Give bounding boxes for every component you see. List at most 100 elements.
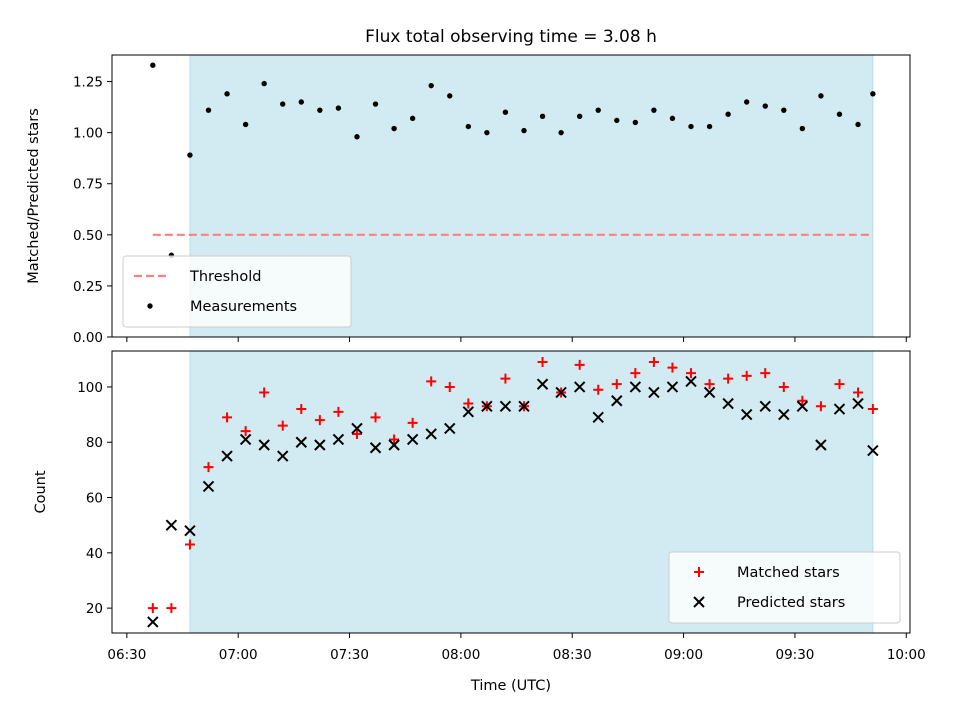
measurement-point [465, 123, 472, 130]
measurement-point [870, 91, 876, 97]
predicted-star-point [573, 381, 586, 393]
predicted-star-point [332, 433, 345, 446]
measurement-point [836, 111, 843, 117]
matched-star-point [853, 387, 864, 398]
matched-star-point [741, 370, 752, 381]
matched-star-point [240, 426, 251, 437]
measurement-point [799, 125, 806, 132]
x-tick-label: 07:30 [330, 647, 369, 663]
measurement-point [651, 107, 657, 113]
bottom-y-tick-label: 80 [86, 435, 103, 451]
matched-star-point [463, 398, 474, 409]
matched-star-point [574, 359, 585, 370]
predicted-star-point [666, 381, 679, 393]
matched-star-point [351, 428, 362, 439]
predicted-star-point [239, 433, 252, 446]
predicted-star-point [277, 450, 289, 462]
predicted-star-point [592, 411, 604, 424]
top-y-tick-label: 0.50 [73, 228, 103, 244]
predicted-star-point [202, 480, 215, 493]
matched-star-point [222, 412, 233, 423]
predicted-star-point [444, 422, 456, 435]
bottom-y-tick-label: 60 [86, 491, 103, 507]
predicted-star-point [555, 386, 567, 399]
bottom-axes-frame [111, 350, 911, 634]
top-y-tick-label: 0.75 [73, 177, 103, 193]
top-y-tick-label: 1.00 [73, 126, 103, 142]
measurement-point [595, 107, 601, 113]
predicted-star-point [722, 397, 734, 410]
matched-star-point [333, 406, 344, 417]
chart-title: Flux total observing time = 3.08 h [365, 27, 657, 47]
measurement-point [280, 101, 286, 107]
matched-star-point [277, 420, 288, 431]
measurement-point [576, 113, 583, 120]
predicted-star-point [703, 386, 716, 399]
measurement-point [502, 109, 509, 115]
legend-predicted-stars-swatch [693, 596, 705, 608]
matched-star-point [704, 379, 715, 390]
measurement-point [725, 111, 731, 117]
measurement-point [818, 93, 824, 99]
top-y-axis-label: Matched/Predicted stars [26, 108, 42, 284]
predicted-star-point [295, 436, 308, 448]
predicted-star-point [815, 439, 827, 451]
matched-star-point [593, 384, 604, 395]
measurement-point [855, 121, 861, 128]
predicted-star-point [462, 406, 475, 418]
predicted-star-point [165, 519, 178, 531]
measurement-point [539, 113, 546, 120]
matched-star-point [500, 373, 511, 384]
matched-star-point [815, 401, 826, 412]
matched-star-point [797, 395, 808, 406]
bottom-y-tick-label: 40 [86, 546, 103, 562]
matched-star-point [426, 376, 437, 387]
legend-measurements-swatch [147, 303, 153, 309]
matched-star-point [723, 373, 734, 384]
predicted-star-point [184, 524, 196, 537]
matched-star-point [296, 404, 307, 415]
predicted-star-point [481, 400, 493, 413]
matched-star-point [407, 417, 418, 428]
x-tick-label: 09:30 [775, 647, 814, 663]
matched-star-point [760, 368, 771, 379]
x-axis-label: Time (UTC) [470, 678, 551, 694]
measurement-point [187, 152, 193, 158]
predicted-star-point [796, 400, 809, 413]
legend-matched-stars-label: Matched stars [737, 565, 840, 581]
predicted-star-point [258, 439, 270, 451]
top-panel: 0.00 0.25 0.50 0.75 1.00 1.25 Threshold Measure… [73, 54, 911, 346]
x-tick-label: 08:00 [441, 647, 480, 663]
predicted-star-point [759, 400, 771, 413]
predicted-star-point [778, 408, 790, 421]
matched-star-point [166, 603, 177, 614]
measurement-point [298, 99, 304, 105]
matched-star-point [184, 539, 195, 550]
matched-star-point [630, 368, 641, 379]
measurement-point [335, 105, 342, 111]
predicted-star-point [499, 400, 512, 413]
predicted-star-point [740, 408, 753, 421]
predicted-star-point [648, 386, 660, 399]
x-tick-label: 07:00 [219, 647, 258, 663]
measurement-point [150, 62, 156, 68]
top-y-tick-label: 1.25 [73, 75, 103, 91]
predicted-star-point [221, 450, 233, 462]
matched-star-point [648, 357, 659, 368]
x-tick-label: 06:30 [107, 647, 146, 663]
measurement-point [614, 117, 620, 124]
matched-star-point [778, 381, 789, 392]
top-y-tick-label: 0.00 [73, 330, 103, 346]
top-axes-frame [111, 54, 911, 338]
measurement-point [317, 107, 323, 113]
matched-star-point [203, 462, 214, 473]
bottom-y-tick-label: 20 [86, 601, 103, 617]
measurement-point [447, 93, 453, 99]
predicted-star-point [629, 381, 642, 393]
matched-star-point [686, 368, 697, 379]
measurement-point [354, 134, 360, 140]
predicted-star-point [369, 442, 382, 454]
measurement-point [372, 101, 379, 107]
x-tick-label: 09:00 [664, 647, 703, 663]
x-tick-label: 10:00 [887, 647, 926, 663]
